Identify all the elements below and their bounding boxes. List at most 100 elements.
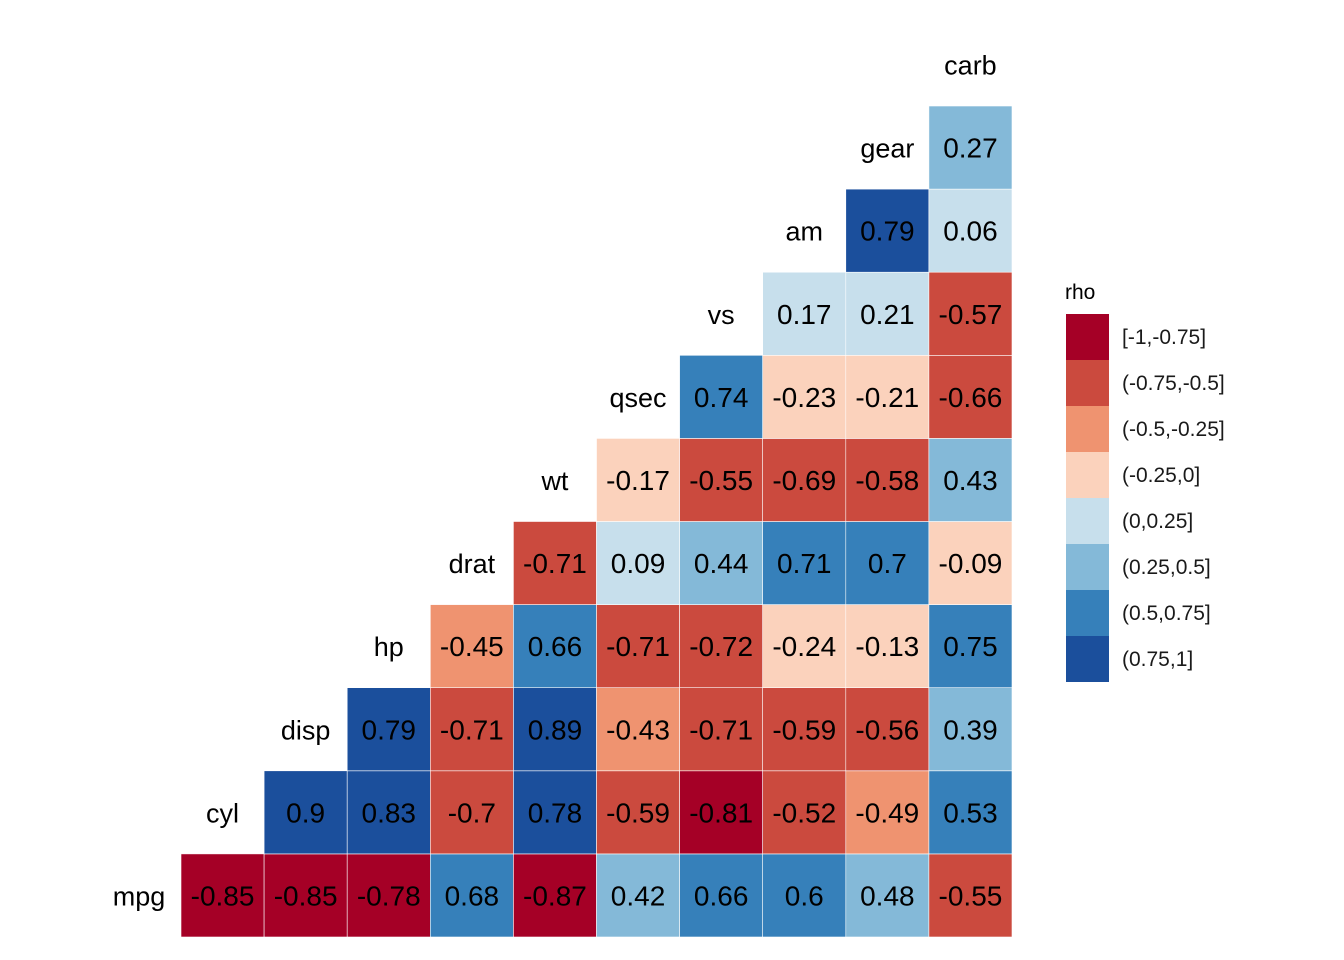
heatmap-cell bbox=[845, 853, 930, 938]
cell-value-label: -0.21 bbox=[855, 382, 919, 413]
cell-value-label: -0.17 bbox=[606, 465, 670, 496]
cell-value-label: 0.44 bbox=[694, 548, 749, 579]
cell-value-label: -0.66 bbox=[939, 382, 1003, 413]
heatmap-cell bbox=[679, 770, 763, 855]
cell-value-label: -0.59 bbox=[606, 797, 670, 828]
heatmap-cell bbox=[679, 521, 763, 605]
cell-value-label: -0.71 bbox=[606, 631, 670, 662]
heatmap-cell bbox=[679, 604, 763, 688]
cell-value-label: -0.71 bbox=[523, 548, 587, 579]
cell-value-label: 0.39 bbox=[943, 714, 998, 745]
cell-value-label: -0.59 bbox=[772, 714, 836, 745]
cell-value-label: 0.27 bbox=[943, 133, 998, 164]
legend-label: (0.25,0.5] bbox=[1122, 556, 1211, 579]
cell-value-label: -0.71 bbox=[440, 714, 504, 745]
variable-label: carb bbox=[944, 50, 997, 80]
cell-value-label: 0.68 bbox=[445, 880, 500, 911]
cell-value-label: 0.17 bbox=[777, 299, 832, 330]
cell-value-label: -0.85 bbox=[191, 880, 255, 911]
cell-value-label: 0.71 bbox=[777, 548, 832, 579]
cell-value-label: 0.48 bbox=[860, 880, 915, 911]
heatmap-cell bbox=[180, 853, 265, 938]
heatmap-cell bbox=[679, 438, 763, 522]
variable-label: gear bbox=[860, 134, 914, 164]
variable-label: am bbox=[785, 217, 823, 247]
heatmap-cell bbox=[762, 354, 847, 439]
cell-value-label: -0.23 bbox=[772, 382, 836, 413]
cell-value-label: 0.66 bbox=[528, 631, 583, 662]
cell-value-label: -0.13 bbox=[855, 631, 919, 662]
cell-value-label: -0.55 bbox=[939, 880, 1003, 911]
legend-title: rho bbox=[1065, 281, 1095, 304]
heatmap-cell bbox=[845, 521, 930, 605]
cell-value-label: -0.09 bbox=[939, 548, 1003, 579]
cell-value-label: 0.79 bbox=[860, 216, 915, 247]
variable-label: vs bbox=[708, 300, 735, 330]
heatmap-cell bbox=[596, 438, 680, 522]
heatmap-cell bbox=[596, 687, 680, 772]
heatmap-cells: -0.85 -0.85 -0.78 0.68 -0.87 0.42 0.66 0.6 0.48-… bbox=[180, 105, 1013, 938]
cell-value-label: -0.87 bbox=[523, 880, 587, 911]
heatmap-cell bbox=[429, 770, 514, 855]
heatmap-cell bbox=[928, 687, 1013, 772]
heatmap-cell bbox=[762, 438, 847, 522]
heatmap-cell bbox=[845, 188, 930, 273]
cell-value-label: 0.6 bbox=[785, 880, 824, 911]
legend-swatch bbox=[1066, 544, 1109, 590]
variable-label: wt bbox=[540, 466, 568, 496]
heatmap-cell bbox=[928, 853, 1013, 938]
cell-value-label: 0.74 bbox=[694, 382, 749, 413]
heatmap-cell bbox=[928, 438, 1013, 522]
cell-value-label: 0.43 bbox=[943, 465, 998, 496]
cell-value-label: -0.24 bbox=[772, 631, 836, 662]
cell-value-label: 0.9 bbox=[286, 797, 325, 828]
variable-label: drat bbox=[449, 549, 496, 579]
heatmap-cell bbox=[928, 770, 1013, 855]
cell-value-label: -0.49 bbox=[855, 797, 919, 828]
heatmap-cell bbox=[263, 853, 348, 938]
legend-label: (0,0.25] bbox=[1122, 510, 1193, 533]
cell-value-label: 0.78 bbox=[528, 797, 583, 828]
legend-swatch bbox=[1066, 406, 1109, 452]
legend-swatch bbox=[1066, 452, 1109, 498]
cell-value-label: -0.78 bbox=[357, 880, 421, 911]
cell-value-label: -0.71 bbox=[689, 714, 753, 745]
cell-value-label: 0.09 bbox=[611, 548, 666, 579]
legend-label: (-0.75,-0.5] bbox=[1122, 372, 1225, 395]
variable-label: mpg bbox=[113, 881, 166, 911]
cell-value-label: 0.7 bbox=[868, 548, 907, 579]
variable-label: qsec bbox=[610, 383, 667, 413]
cell-value-label: 0.83 bbox=[362, 797, 417, 828]
variable-label: cyl bbox=[206, 798, 239, 828]
cell-value-label: 0.75 bbox=[943, 631, 998, 662]
cell-value-label: 0.66 bbox=[694, 880, 749, 911]
cell-value-label: -0.69 bbox=[772, 465, 836, 496]
cell-value-label: 0.89 bbox=[528, 714, 583, 745]
legend-swatch bbox=[1066, 314, 1109, 360]
heatmap-cell bbox=[845, 770, 930, 855]
legend-label: (0.5,0.75] bbox=[1122, 602, 1211, 625]
cell-value-label: 0.42 bbox=[611, 880, 666, 911]
heatmap-cell bbox=[928, 604, 1013, 688]
heatmap-cell bbox=[762, 271, 847, 356]
legend-label: [-1,-0.75] bbox=[1122, 326, 1206, 349]
legend-label: (-0.5,-0.25] bbox=[1122, 418, 1225, 441]
cell-value-label: -0.72 bbox=[689, 631, 753, 662]
legend-swatch bbox=[1066, 498, 1109, 544]
heatmap-cell bbox=[596, 853, 680, 938]
heatmap-cell bbox=[596, 521, 680, 605]
cell-value-label: -0.43 bbox=[606, 714, 670, 745]
heatmap-cell bbox=[928, 105, 1013, 190]
cell-value-label: -0.85 bbox=[274, 880, 338, 911]
heatmap-cell bbox=[346, 770, 431, 855]
legend: rho [-1,-0.75] (-0.75,-0.5] (-0.5,-0.25] (-… bbox=[1065, 281, 1225, 682]
heatmap-cell bbox=[928, 188, 1013, 273]
variable-labels: mpg cyl disp hp drat wt qsec vs am gear carb bbox=[113, 50, 997, 911]
cell-value-label: 0.53 bbox=[943, 797, 998, 828]
legend-swatch bbox=[1066, 360, 1109, 406]
cell-value-label: -0.45 bbox=[440, 631, 504, 662]
cell-value-label: 0.21 bbox=[860, 299, 915, 330]
heatmap-cell bbox=[928, 271, 1013, 356]
legend-label: (0.75,1] bbox=[1122, 648, 1193, 671]
